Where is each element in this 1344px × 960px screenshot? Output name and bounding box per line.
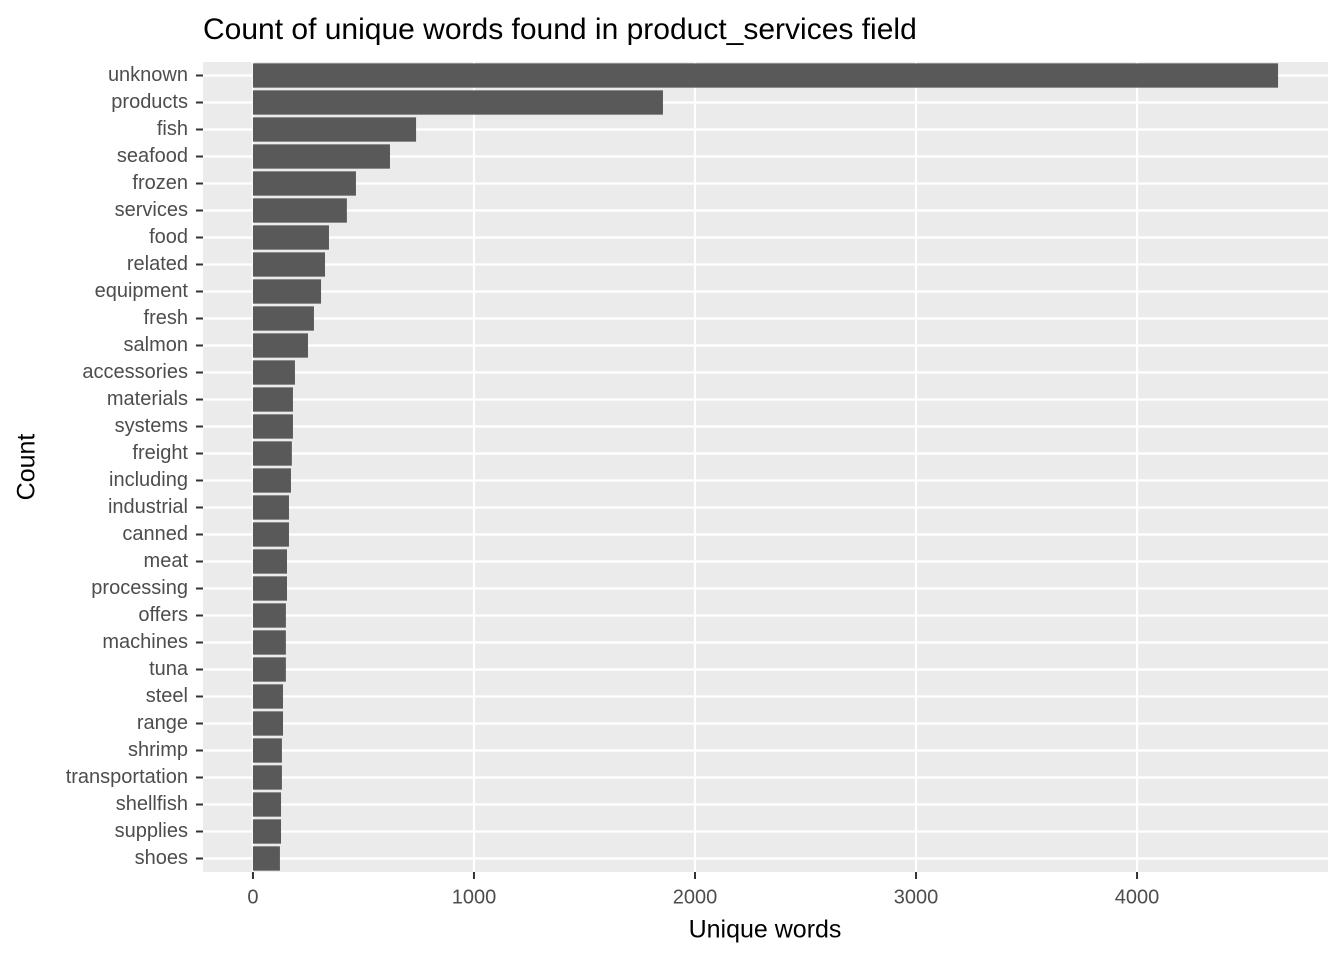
y-tick-label: frozen [132, 172, 188, 194]
y-tick-label: industrial [108, 496, 188, 518]
y-tick-label: transportation [66, 766, 188, 788]
y-tick-label: shellfish [116, 793, 188, 815]
bar [252, 90, 663, 115]
y-tick-label: seafood [117, 145, 188, 167]
y-tick-label: fresh [144, 307, 188, 329]
bar [252, 738, 282, 763]
bar [252, 117, 417, 142]
y-axis-title: Count [13, 434, 41, 501]
bar [252, 171, 356, 196]
bar [252, 684, 284, 709]
y-tick-label: steel [146, 685, 188, 707]
y-tick-label: food [149, 226, 188, 248]
y-tick-label: fish [157, 118, 188, 140]
bar [252, 225, 329, 250]
x-tick-label: 2000 [673, 886, 718, 908]
bar [252, 306, 314, 331]
x-tick-label: 0 [247, 886, 258, 908]
y-tick-label: products [111, 91, 188, 113]
y-tick-label: salmon [124, 334, 188, 356]
y-tick-label: processing [91, 577, 188, 599]
bar [252, 495, 289, 520]
y-tick-label: accessories [82, 361, 188, 383]
y-tick-label: related [127, 253, 188, 275]
bar [252, 144, 390, 169]
bar [252, 63, 1279, 88]
bar [252, 549, 287, 574]
y-tick-label: systems [115, 415, 188, 437]
x-tick-label: 3000 [894, 886, 939, 908]
y-tick-label: machines [102, 631, 188, 653]
y-tick-label: meat [144, 550, 189, 572]
bar [252, 846, 280, 871]
bar [252, 819, 282, 844]
bar [252, 792, 282, 817]
bar [252, 765, 282, 790]
x-tick-label: 4000 [1115, 886, 1160, 908]
plot-panel [203, 62, 1328, 872]
bar [252, 468, 291, 493]
x-axis-title: Unique words [689, 916, 842, 944]
y-tick-label: range [137, 712, 188, 734]
y-tick-label: freight [132, 442, 188, 464]
bar [252, 252, 326, 277]
y-tick-label: tuna [149, 658, 189, 680]
bar [252, 630, 286, 655]
bar [252, 576, 287, 601]
y-tick-label: equipment [95, 280, 189, 302]
y-tick-label: offers [138, 604, 188, 626]
y-tick-label: shoes [135, 847, 188, 869]
bar [252, 711, 284, 736]
bar [252, 387, 293, 412]
bar [252, 279, 322, 304]
y-tick-label: shrimp [128, 739, 188, 761]
bar [252, 198, 347, 223]
y-tick-label: supplies [115, 820, 188, 842]
x-tick-label: 1000 [452, 886, 497, 908]
bar [252, 522, 289, 547]
y-tick-label: services [115, 199, 188, 221]
bar [252, 603, 286, 628]
y-tick-label: materials [107, 388, 188, 410]
bar [252, 441, 292, 466]
y-tick-label: including [109, 469, 188, 491]
bar [252, 414, 293, 439]
bar [252, 360, 295, 385]
bar [252, 333, 308, 358]
y-tick-label: canned [122, 523, 188, 545]
bar [252, 657, 286, 682]
chart-title: Count of unique words found in product_s… [203, 13, 917, 46]
y-tick-label: unknown [108, 64, 188, 86]
